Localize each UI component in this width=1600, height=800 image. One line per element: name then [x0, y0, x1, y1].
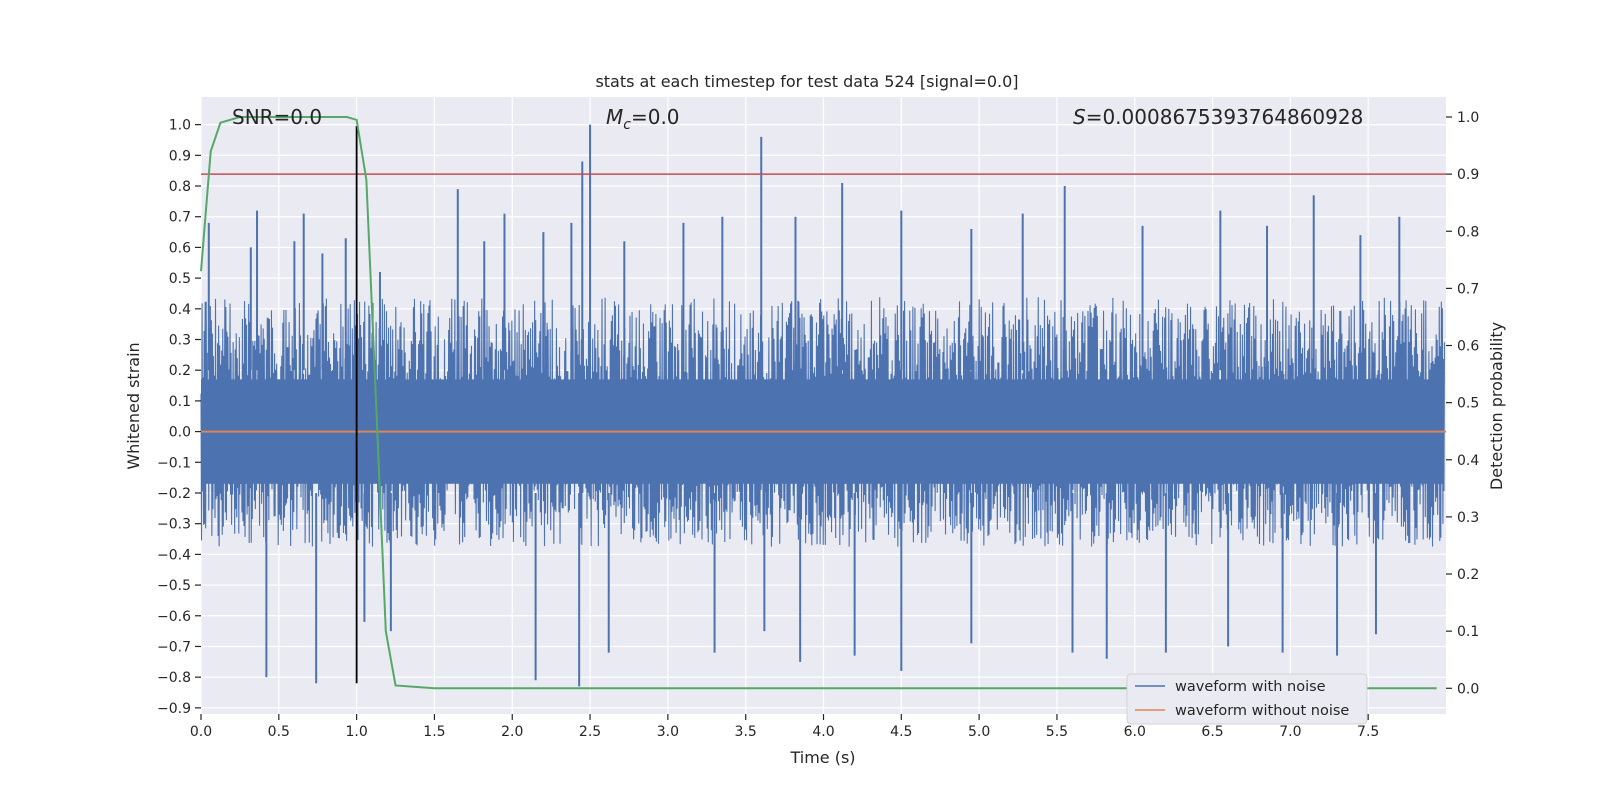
left-tick-label: −0.4: [157, 547, 191, 563]
left-tick-label: −0.2: [157, 486, 191, 502]
legend-label-noise: waveform with noise: [1175, 679, 1326, 695]
left-y-axis: 1.0 0.9 0.8 0.7 0.6 0.5 0.4 0.3 0.2 0.1 0.0 −0.1 −0.…: [157, 118, 201, 717]
left-y-axis-label: Whitened strain: [124, 342, 143, 469]
left-tick-label: 0.6: [169, 240, 191, 256]
right-tick-label: 0.8: [1457, 224, 1479, 240]
right-tick-label: 0.5: [1457, 396, 1479, 412]
x-tick-label: 2.5: [579, 724, 601, 740]
right-y-axis: 1.0 0.9 0.8 0.7 0.6 0.5 0.4 0.3 0.2 0.1 0.0: [1446, 110, 1479, 697]
x-tick-label: 7.0: [1279, 724, 1301, 740]
chart-title: stats at each timestep for test data 524…: [595, 72, 1018, 91]
right-y-axis-label: Detection probability: [1487, 322, 1506, 490]
right-tick-label: 0.9: [1457, 167, 1479, 183]
right-tick-label: 0.7: [1457, 281, 1479, 297]
right-tick-label: 1.0: [1457, 110, 1479, 126]
x-tick-label: 1.0: [345, 724, 367, 740]
legend-label-clean: waveform without noise: [1175, 703, 1349, 719]
x-tick-label: 4.5: [890, 724, 912, 740]
x-tick-label: 5.0: [968, 724, 990, 740]
x-tick-label: 0.0: [190, 724, 212, 740]
left-tick-label: −0.8: [157, 670, 191, 686]
x-axis-label: Time (s): [789, 748, 855, 767]
left-tick-label: 1.0: [169, 118, 191, 134]
left-tick-label: 0.5: [169, 271, 191, 287]
right-tick-label: 0.3: [1457, 510, 1479, 526]
x-tick-label: 3.5: [735, 724, 757, 740]
left-tick-label: 0.7: [169, 210, 191, 226]
x-tick-label: 2.0: [501, 724, 523, 740]
left-tick-label: 0.0: [169, 425, 191, 441]
x-axis: 0.0 0.5 1.0 1.5 2.0 2.5 3.0 3.5 4.0 4.5 5.0 5.5 6.0 6…: [190, 714, 1379, 740]
statistic-annotation: S=0.0008675393764860928: [1073, 105, 1363, 129]
left-tick-label: 0.2: [169, 363, 191, 379]
chart-overlays: [200, 116, 1446, 690]
x-tick-label: 5.5: [1046, 724, 1068, 740]
left-tick-label: 0.4: [169, 302, 191, 318]
left-tick-label: 0.1: [169, 394, 191, 410]
left-tick-label: −0.7: [157, 639, 191, 655]
left-tick-label: −0.1: [157, 455, 191, 471]
right-tick-label: 0.0: [1457, 681, 1479, 697]
x-tick-label: 4.0: [812, 724, 834, 740]
right-tick-label: 0.4: [1457, 453, 1479, 469]
x-tick-label: 3.0: [657, 724, 679, 740]
x-tick-label: 6.5: [1201, 724, 1223, 740]
right-tick-label: 0.1: [1457, 624, 1479, 640]
left-tick-label: −0.3: [157, 517, 191, 533]
left-tick-label: 0.3: [169, 333, 191, 349]
x-tick-label: 1.5: [423, 724, 445, 740]
left-tick-label: −0.5: [157, 578, 191, 594]
left-tick-label: −0.6: [157, 609, 191, 625]
detection-probability-line: [200, 116, 1437, 690]
legend: waveform with noise waveform without noi…: [1126, 673, 1368, 725]
x-tick-label: 0.5: [268, 724, 290, 740]
snr-annotation: SNR=0.0: [232, 105, 322, 129]
left-tick-label: −0.9: [157, 701, 191, 717]
left-tick-label: 0.8: [169, 179, 191, 195]
right-tick-label: 0.2: [1457, 567, 1479, 583]
x-tick-label: 7.5: [1357, 724, 1379, 740]
x-tick-label: 6.0: [1124, 724, 1146, 740]
right-tick-label: 0.6: [1457, 339, 1479, 355]
chirp-mass-annotation: Mc=0.0: [606, 105, 680, 133]
left-tick-label: 0.9: [169, 148, 191, 164]
